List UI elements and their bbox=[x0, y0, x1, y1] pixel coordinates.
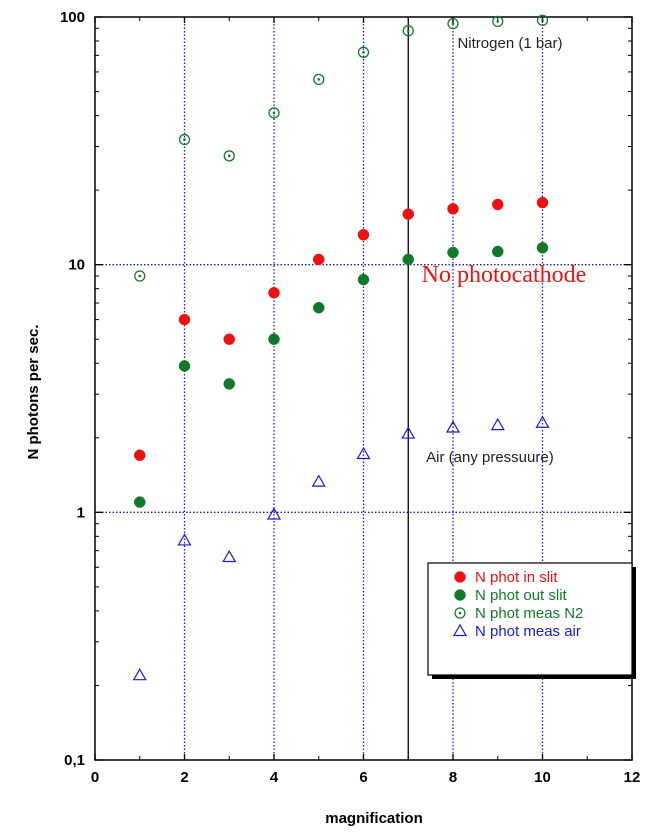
data-point bbox=[536, 14, 549, 26]
data-point bbox=[445, 420, 461, 433]
x-tick-label: 0 bbox=[91, 769, 99, 786]
annotations: Nitrogen (1 bar) No photocathode Air (any … bbox=[422, 35, 587, 466]
data-point bbox=[268, 333, 280, 345]
open-circle-dot bbox=[406, 29, 410, 33]
legend-entry-label: N phot meas air bbox=[475, 623, 581, 640]
data-point bbox=[268, 107, 280, 119]
open-circle-dot bbox=[451, 22, 455, 25]
data-point bbox=[134, 449, 146, 462]
open-circle-ring bbox=[223, 150, 235, 162]
data-point bbox=[492, 15, 504, 28]
data-point bbox=[402, 25, 414, 37]
data-point bbox=[178, 360, 191, 372]
legend-entry-label: N phot in slit bbox=[475, 569, 558, 586]
legend-marker bbox=[454, 607, 466, 619]
legend-marker bbox=[454, 571, 466, 583]
x-tick-label: 2 bbox=[180, 769, 188, 786]
open-circle-dot bbox=[362, 51, 365, 54]
data-point bbox=[266, 507, 282, 520]
data-point bbox=[356, 446, 371, 460]
x-tick-label: 10 bbox=[534, 769, 551, 786]
open-circle-ring bbox=[313, 73, 325, 86]
data-point bbox=[313, 73, 325, 86]
open-circle-ring bbox=[402, 25, 414, 37]
legend-marker bbox=[454, 589, 466, 601]
data-point bbox=[223, 333, 235, 345]
open-circle-dot bbox=[496, 20, 500, 23]
data-point bbox=[357, 273, 370, 286]
open-circle-ring bbox=[178, 133, 191, 146]
annotation-text: Air (any pressuure) bbox=[426, 449, 554, 466]
series-n-phot-meas-n2 bbox=[134, 14, 549, 282]
data-point bbox=[492, 245, 504, 258]
legend-marker bbox=[452, 623, 468, 637]
data-point bbox=[447, 203, 459, 215]
series-n-phot-meas-air bbox=[132, 415, 550, 681]
annotation-text: Nitrogen (1 bar) bbox=[457, 35, 562, 52]
data-point bbox=[311, 474, 326, 487]
annotation-text: No photocathode bbox=[422, 262, 587, 288]
x-tick-label: 12 bbox=[624, 769, 641, 786]
open-circle-ring bbox=[134, 270, 146, 282]
data-point bbox=[313, 253, 325, 266]
data-marks bbox=[132, 14, 550, 681]
data-point bbox=[536, 196, 549, 209]
open-circle-dot bbox=[183, 138, 186, 141]
series-n-phot-out-slit bbox=[134, 242, 549, 508]
y-tick-label: 10 bbox=[68, 257, 85, 274]
open-circle-ring bbox=[357, 46, 370, 58]
open-circle-dot bbox=[317, 78, 321, 81]
data-point bbox=[223, 150, 235, 162]
data-point bbox=[178, 313, 191, 326]
data-point bbox=[177, 533, 192, 546]
legend-entry-label: N phot meas N2 bbox=[475, 605, 583, 622]
x-tick-label: 8 bbox=[449, 769, 457, 786]
x-tick-label: 6 bbox=[359, 769, 367, 786]
y-axis-ticks: 0,1 1 10 100 bbox=[60, 9, 632, 769]
open-circle-ring bbox=[454, 607, 466, 619]
data-point bbox=[447, 18, 459, 30]
y-tick-label: 1 bbox=[77, 504, 85, 521]
x-tick-label: 4 bbox=[270, 769, 279, 786]
x-axis-label: magnification bbox=[325, 810, 423, 827]
open-circle-dot bbox=[541, 18, 544, 22]
open-circle-dot bbox=[227, 154, 231, 158]
y-tick-label: 0,1 bbox=[64, 752, 85, 769]
data-point bbox=[222, 549, 237, 563]
data-point bbox=[313, 301, 325, 314]
data-point bbox=[357, 229, 370, 241]
data-point bbox=[134, 496, 146, 508]
open-circle-ring bbox=[268, 107, 280, 119]
data-point bbox=[134, 270, 146, 282]
data-point bbox=[357, 46, 370, 58]
legend-entry-label: N phot out slit bbox=[475, 587, 568, 604]
open-circle-ring bbox=[492, 15, 504, 28]
data-point bbox=[223, 378, 235, 390]
data-point bbox=[402, 208, 414, 220]
data-point bbox=[132, 667, 147, 681]
data-point bbox=[447, 246, 459, 259]
data-point bbox=[536, 242, 549, 254]
data-point bbox=[490, 417, 505, 431]
y-axis-label: N photons per sec. bbox=[25, 324, 42, 459]
data-point bbox=[402, 253, 414, 266]
open-circle-dot bbox=[458, 611, 462, 615]
open-circle-ring bbox=[536, 14, 549, 26]
data-point bbox=[401, 426, 416, 439]
data-point bbox=[268, 287, 280, 299]
series-n-phot-in-slit bbox=[134, 196, 549, 462]
open-circle-ring bbox=[447, 18, 459, 30]
y-tick-label: 100 bbox=[60, 9, 85, 26]
open-circle-dot bbox=[272, 111, 276, 115]
open-circle-dot bbox=[138, 274, 142, 278]
data-point bbox=[492, 198, 504, 211]
x-axis-ticks: 0 2 4 6 8 10 12 bbox=[91, 17, 641, 786]
data-point bbox=[535, 415, 550, 428]
data-point bbox=[178, 133, 191, 146]
